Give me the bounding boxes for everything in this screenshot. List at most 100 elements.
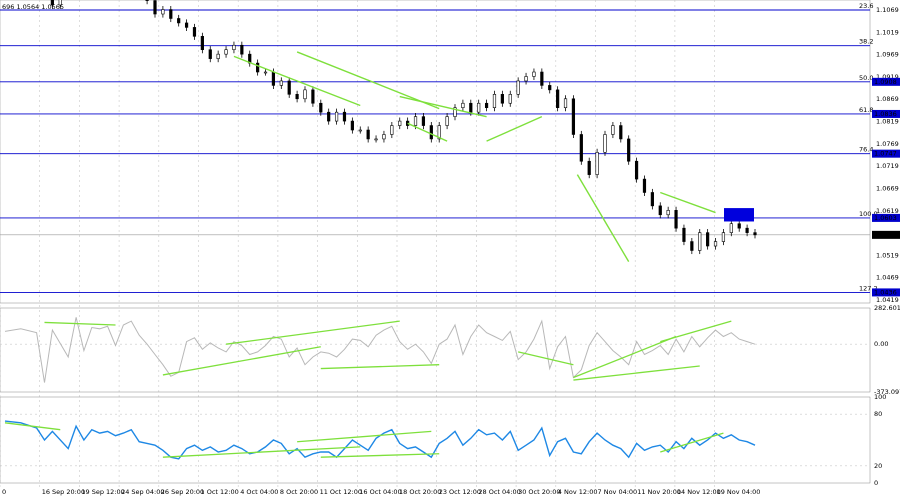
- candle-body: [556, 89, 560, 109]
- candle-body: [216, 53, 220, 59]
- candle-body: [271, 71, 276, 86]
- price-tick-label: 1.0869: [876, 95, 899, 103]
- candle-body: [256, 62, 260, 73]
- candle-body: [398, 120, 402, 126]
- candle-body: [548, 85, 552, 91]
- time-tick-label: 16 Sep 20:00: [42, 488, 85, 496]
- osc2-plot-area: [0, 396, 871, 484]
- time-tick-label: 16 Oct 04:00: [359, 488, 401, 496]
- candle-body: [232, 44, 236, 51]
- fib-price-label: 1.0603: [874, 214, 897, 222]
- candle-body: [311, 89, 315, 104]
- osc1-plot-area: [0, 307, 871, 393]
- osc1-tick-label: -373.0978: [874, 388, 900, 396]
- time-tick-label: 8 Oct 20:00: [280, 488, 318, 496]
- time-tick-label: 4 Nov 12:00: [558, 488, 598, 496]
- candle-body: [413, 116, 418, 126]
- candle-body: [603, 134, 607, 153]
- candle-body: [516, 80, 520, 95]
- candle-body: [287, 80, 291, 95]
- time-tick-label: 19 Nov 04:00: [717, 488, 761, 496]
- time-tick-label: 1 Oct 12:00: [201, 488, 239, 496]
- candle-body: [682, 227, 686, 242]
- candle-body: [374, 138, 378, 141]
- candle-body: [240, 44, 244, 55]
- osc2-divergence-line: [4, 422, 61, 431]
- candle-body: [666, 210, 670, 216]
- candle-body: [587, 160, 591, 175]
- time-tick-label: 23 Oct 12:00: [439, 488, 481, 496]
- price-tick-label: 1.0469: [876, 274, 899, 282]
- osc1-divergence-line: [573, 335, 677, 379]
- candle-body: [50, 0, 54, 6]
- time-tick-label: 28 Oct 04:00: [478, 488, 520, 496]
- osc1-tick-label: 282.6012: [874, 304, 900, 312]
- candle-body: [532, 71, 536, 77]
- time-tick-label: 30 Oct 20:00: [518, 488, 560, 496]
- osc2-tick-label: 20: [874, 462, 882, 470]
- osc1-divergence-line: [518, 351, 574, 366]
- candle-body: [484, 102, 489, 109]
- candle-body: [540, 71, 544, 86]
- osc2-divergence-line: [297, 430, 432, 443]
- candle-body: [295, 94, 299, 100]
- fib-level-label: 100.0: [859, 210, 878, 218]
- candle-body: [263, 71, 268, 74]
- candle-body: [390, 125, 394, 135]
- time-tick-label: 11 Nov 20:00: [637, 488, 681, 496]
- candle-body: [508, 94, 512, 104]
- cci-panel: 282.6012 0.00 -373.0978: [0, 304, 900, 396]
- time-tick-label: 19 Sep 12:00: [81, 488, 124, 496]
- price-tick-label: 1.0669: [876, 184, 899, 192]
- time-tick-label: 0: [2, 488, 6, 496]
- candle-body: [145, 0, 149, 1]
- osc1-divergence-line: [225, 320, 400, 345]
- candle-body: [571, 98, 576, 135]
- trend-line: [407, 122, 448, 142]
- candle-body: [690, 241, 694, 251]
- candle-body: [184, 22, 189, 28]
- candle-body: [611, 125, 615, 135]
- candle-body: [729, 223, 733, 233]
- fib-level-label: 76.4: [859, 146, 873, 154]
- osc2-tick-label: 100: [874, 393, 886, 401]
- fib-level-label: 23.6: [859, 2, 873, 10]
- rsi-panel: 100 80 20 0: [0, 393, 886, 487]
- candle-body: [161, 9, 165, 15]
- ohlc-readout: 696 1.0564 1.0565: [2, 3, 64, 11]
- price-tick-label: 1.0919: [876, 73, 899, 81]
- candle-body: [579, 134, 583, 162]
- candle-body: [429, 125, 433, 140]
- candle-body: [421, 116, 426, 126]
- price-tick-label: 1.0419: [876, 296, 899, 304]
- osc1-divergence-line: [320, 364, 440, 370]
- osc2-divergence-line: [320, 453, 440, 458]
- fib-level-label: 127.2: [859, 284, 878, 292]
- cci-line: [4, 317, 756, 383]
- highlight-box: [724, 208, 754, 222]
- candle-body: [563, 98, 568, 109]
- price-tick-label: 1.0519: [876, 251, 899, 259]
- candle-body: [745, 227, 749, 233]
- fib-price-box: [872, 109, 900, 118]
- candle-body: [58, 0, 62, 6]
- candle-body: [477, 102, 481, 113]
- osc1-divergence-line: [573, 365, 700, 381]
- trend-line: [486, 115, 543, 142]
- candle-body: [674, 210, 678, 229]
- candle-body: [445, 116, 449, 126]
- osc2-tick-label: 0: [874, 479, 878, 487]
- candle-body: [192, 27, 197, 37]
- candle-body: [169, 9, 173, 19]
- candle-body: [619, 125, 623, 140]
- time-tick-label: 4 Oct 04:00: [240, 488, 278, 496]
- fib-price-label: 1.0436: [874, 288, 897, 296]
- osc1-divergence-line: [44, 321, 116, 326]
- trend-line: [233, 55, 361, 107]
- trend-line: [576, 174, 630, 262]
- trend-line: [399, 95, 487, 118]
- candle-body: [224, 49, 228, 55]
- candle-body: [327, 111, 331, 122]
- time-tick-label: 14 Nov 12:00: [677, 488, 721, 496]
